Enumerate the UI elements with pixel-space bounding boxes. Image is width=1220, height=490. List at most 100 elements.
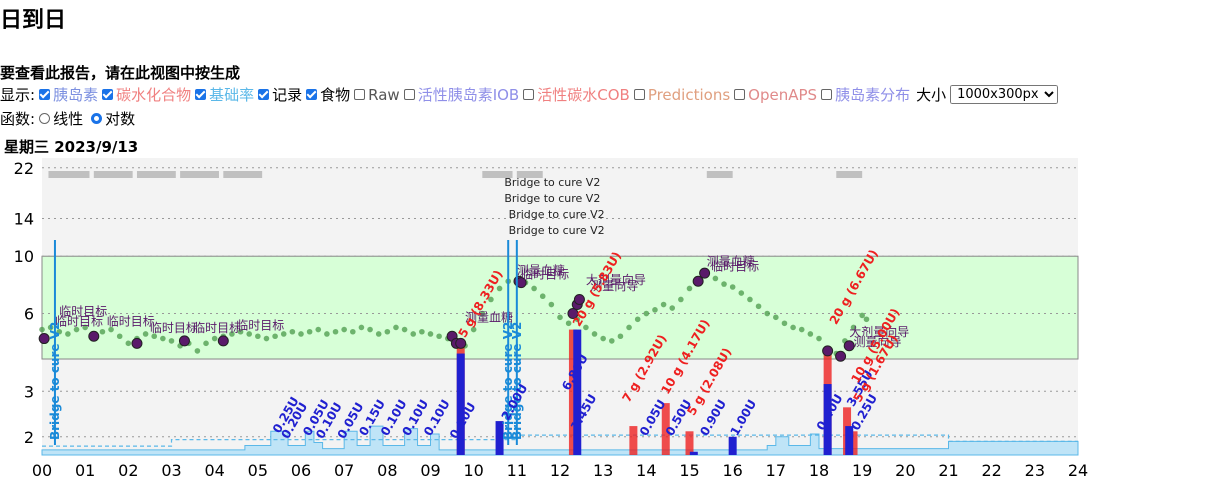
- treatment-label: 测量血糖: [707, 254, 755, 269]
- function-label: 函数:: [0, 110, 36, 128]
- display-option[interactable]: 基础率: [195, 84, 254, 105]
- display-option[interactable]: 活性碳水COB: [523, 84, 630, 105]
- glucose-point: [634, 316, 641, 323]
- glucose-point: [470, 326, 477, 333]
- glucose-point: [626, 324, 632, 331]
- option-label: Raw: [368, 85, 400, 104]
- treatment-marker: [88, 330, 100, 342]
- sensor-gap: [136, 171, 176, 178]
- sensor-gap: [48, 171, 90, 178]
- glucose-point: [375, 331, 382, 337]
- treatment-label: 测量向导: [854, 334, 902, 349]
- option-label: 基础率: [209, 86, 255, 104]
- glucose-point: [850, 324, 857, 331]
- option-checkbox[interactable]: [734, 89, 746, 100]
- scale-radio[interactable]: [39, 113, 51, 124]
- bolus-bar: [845, 426, 854, 455]
- glucose-point: [246, 331, 252, 337]
- treatment-marker: [822, 345, 834, 357]
- option-checkbox[interactable]: [102, 89, 114, 100]
- function-options: 函数: 线性 对数: [0, 108, 139, 129]
- size-label: 大小: [916, 86, 947, 104]
- y-tick-label: 10: [14, 247, 34, 266]
- treatment-marker: [455, 337, 467, 349]
- option-checkbox[interactable]: [633, 89, 645, 100]
- option-checkbox[interactable]: [523, 89, 535, 100]
- treatment-label: 大剂量向导: [586, 272, 646, 287]
- display-option[interactable]: 胰岛素分布: [821, 84, 910, 105]
- display-option[interactable]: 胰岛素: [39, 84, 98, 105]
- treatment-label: 临时目标: [521, 267, 569, 281]
- treatment-label: 临时目标: [59, 304, 107, 318]
- glucose-point: [47, 324, 54, 331]
- glucose-point: [125, 340, 132, 347]
- treatment-marker: [131, 337, 143, 349]
- glucose-point: [324, 331, 330, 337]
- glucose-point: [436, 333, 442, 340]
- scale-radio[interactable]: [91, 113, 103, 124]
- x-tick-label: 02: [118, 461, 138, 480]
- glucose-point: [609, 338, 615, 344]
- x-tick-label: 07: [334, 461, 354, 480]
- glucose-point: [807, 331, 814, 337]
- y-tick-label: 2: [24, 428, 34, 447]
- glucose-point: [557, 314, 563, 321]
- vertical-note-label: Bridge to cure V2: [501, 322, 515, 440]
- treatment-label: 测量血糖: [517, 262, 565, 277]
- glucose-point: [816, 335, 822, 342]
- x-tick-label: 00: [32, 461, 52, 480]
- display-option[interactable]: Raw: [354, 86, 400, 104]
- treatment-label: 临时目标: [711, 260, 759, 274]
- sensor-gap: [180, 171, 219, 178]
- glucose-point: [419, 328, 425, 335]
- display-option[interactable]: 活性胰岛素IOB: [403, 84, 519, 105]
- glucose-point: [73, 326, 80, 333]
- glucose-point: [652, 307, 658, 313]
- scale-option[interactable]: 线性: [35, 108, 83, 129]
- glucose-point: [669, 305, 676, 311]
- glucose-point: [643, 310, 650, 317]
- glucose-point: [496, 285, 503, 292]
- glucose-point: [755, 303, 762, 310]
- treatment-label: 临时目标: [236, 319, 284, 333]
- display-option[interactable]: OpenAPS: [734, 86, 817, 104]
- display-option[interactable]: Predictions: [633, 86, 730, 104]
- treatment-label: 临时目标: [150, 321, 198, 335]
- glucose-point: [859, 312, 865, 319]
- glucose-point: [350, 328, 356, 335]
- glucose-point: [39, 326, 45, 333]
- option-checkbox[interactable]: [195, 89, 207, 100]
- option-checkbox[interactable]: [403, 89, 415, 100]
- carb-bar: [661, 403, 670, 455]
- scale-option[interactable]: 对数: [87, 108, 135, 129]
- x-tick-label: 12: [550, 461, 570, 480]
- size-select[interactable]: 1000x300px: [950, 85, 1059, 104]
- glucose-point: [393, 324, 399, 331]
- option-checkbox[interactable]: [39, 89, 51, 100]
- basal-temp-area: [41, 425, 1079, 456]
- glucose-point: [116, 333, 123, 340]
- display-option-list: 胰岛素 碳水化合物 基础率 记录 食物 Raw 活性胰岛素IOB 活性碳水COB Predict…: [39, 84, 914, 105]
- treatment-marker: [573, 293, 585, 305]
- display-option[interactable]: 记录: [258, 84, 302, 105]
- glucose-point: [798, 326, 805, 333]
- glucose-point: [747, 296, 753, 303]
- treatment-label: 测量向导: [590, 278, 638, 293]
- glucose-point: [211, 335, 218, 342]
- glucose-point: [358, 324, 365, 331]
- glucose-point: [263, 335, 270, 342]
- display-option[interactable]: 碳水化合物: [102, 84, 191, 105]
- scale-label: 对数: [105, 110, 136, 128]
- note-label: Bridge to cure V2: [509, 224, 605, 237]
- treatment-label: 大剂量向导: [849, 324, 909, 339]
- treatment-marker: [699, 267, 711, 279]
- glucose-point: [315, 326, 322, 333]
- option-checkbox[interactable]: [821, 89, 833, 100]
- option-checkbox[interactable]: [354, 89, 366, 100]
- option-checkbox[interactable]: [306, 89, 318, 100]
- option-checkbox[interactable]: [258, 89, 270, 100]
- x-tick-label: 24: [1068, 461, 1088, 480]
- display-option[interactable]: 食物: [306, 84, 350, 105]
- glucose-point: [531, 285, 537, 292]
- glucose-point: [341, 326, 347, 333]
